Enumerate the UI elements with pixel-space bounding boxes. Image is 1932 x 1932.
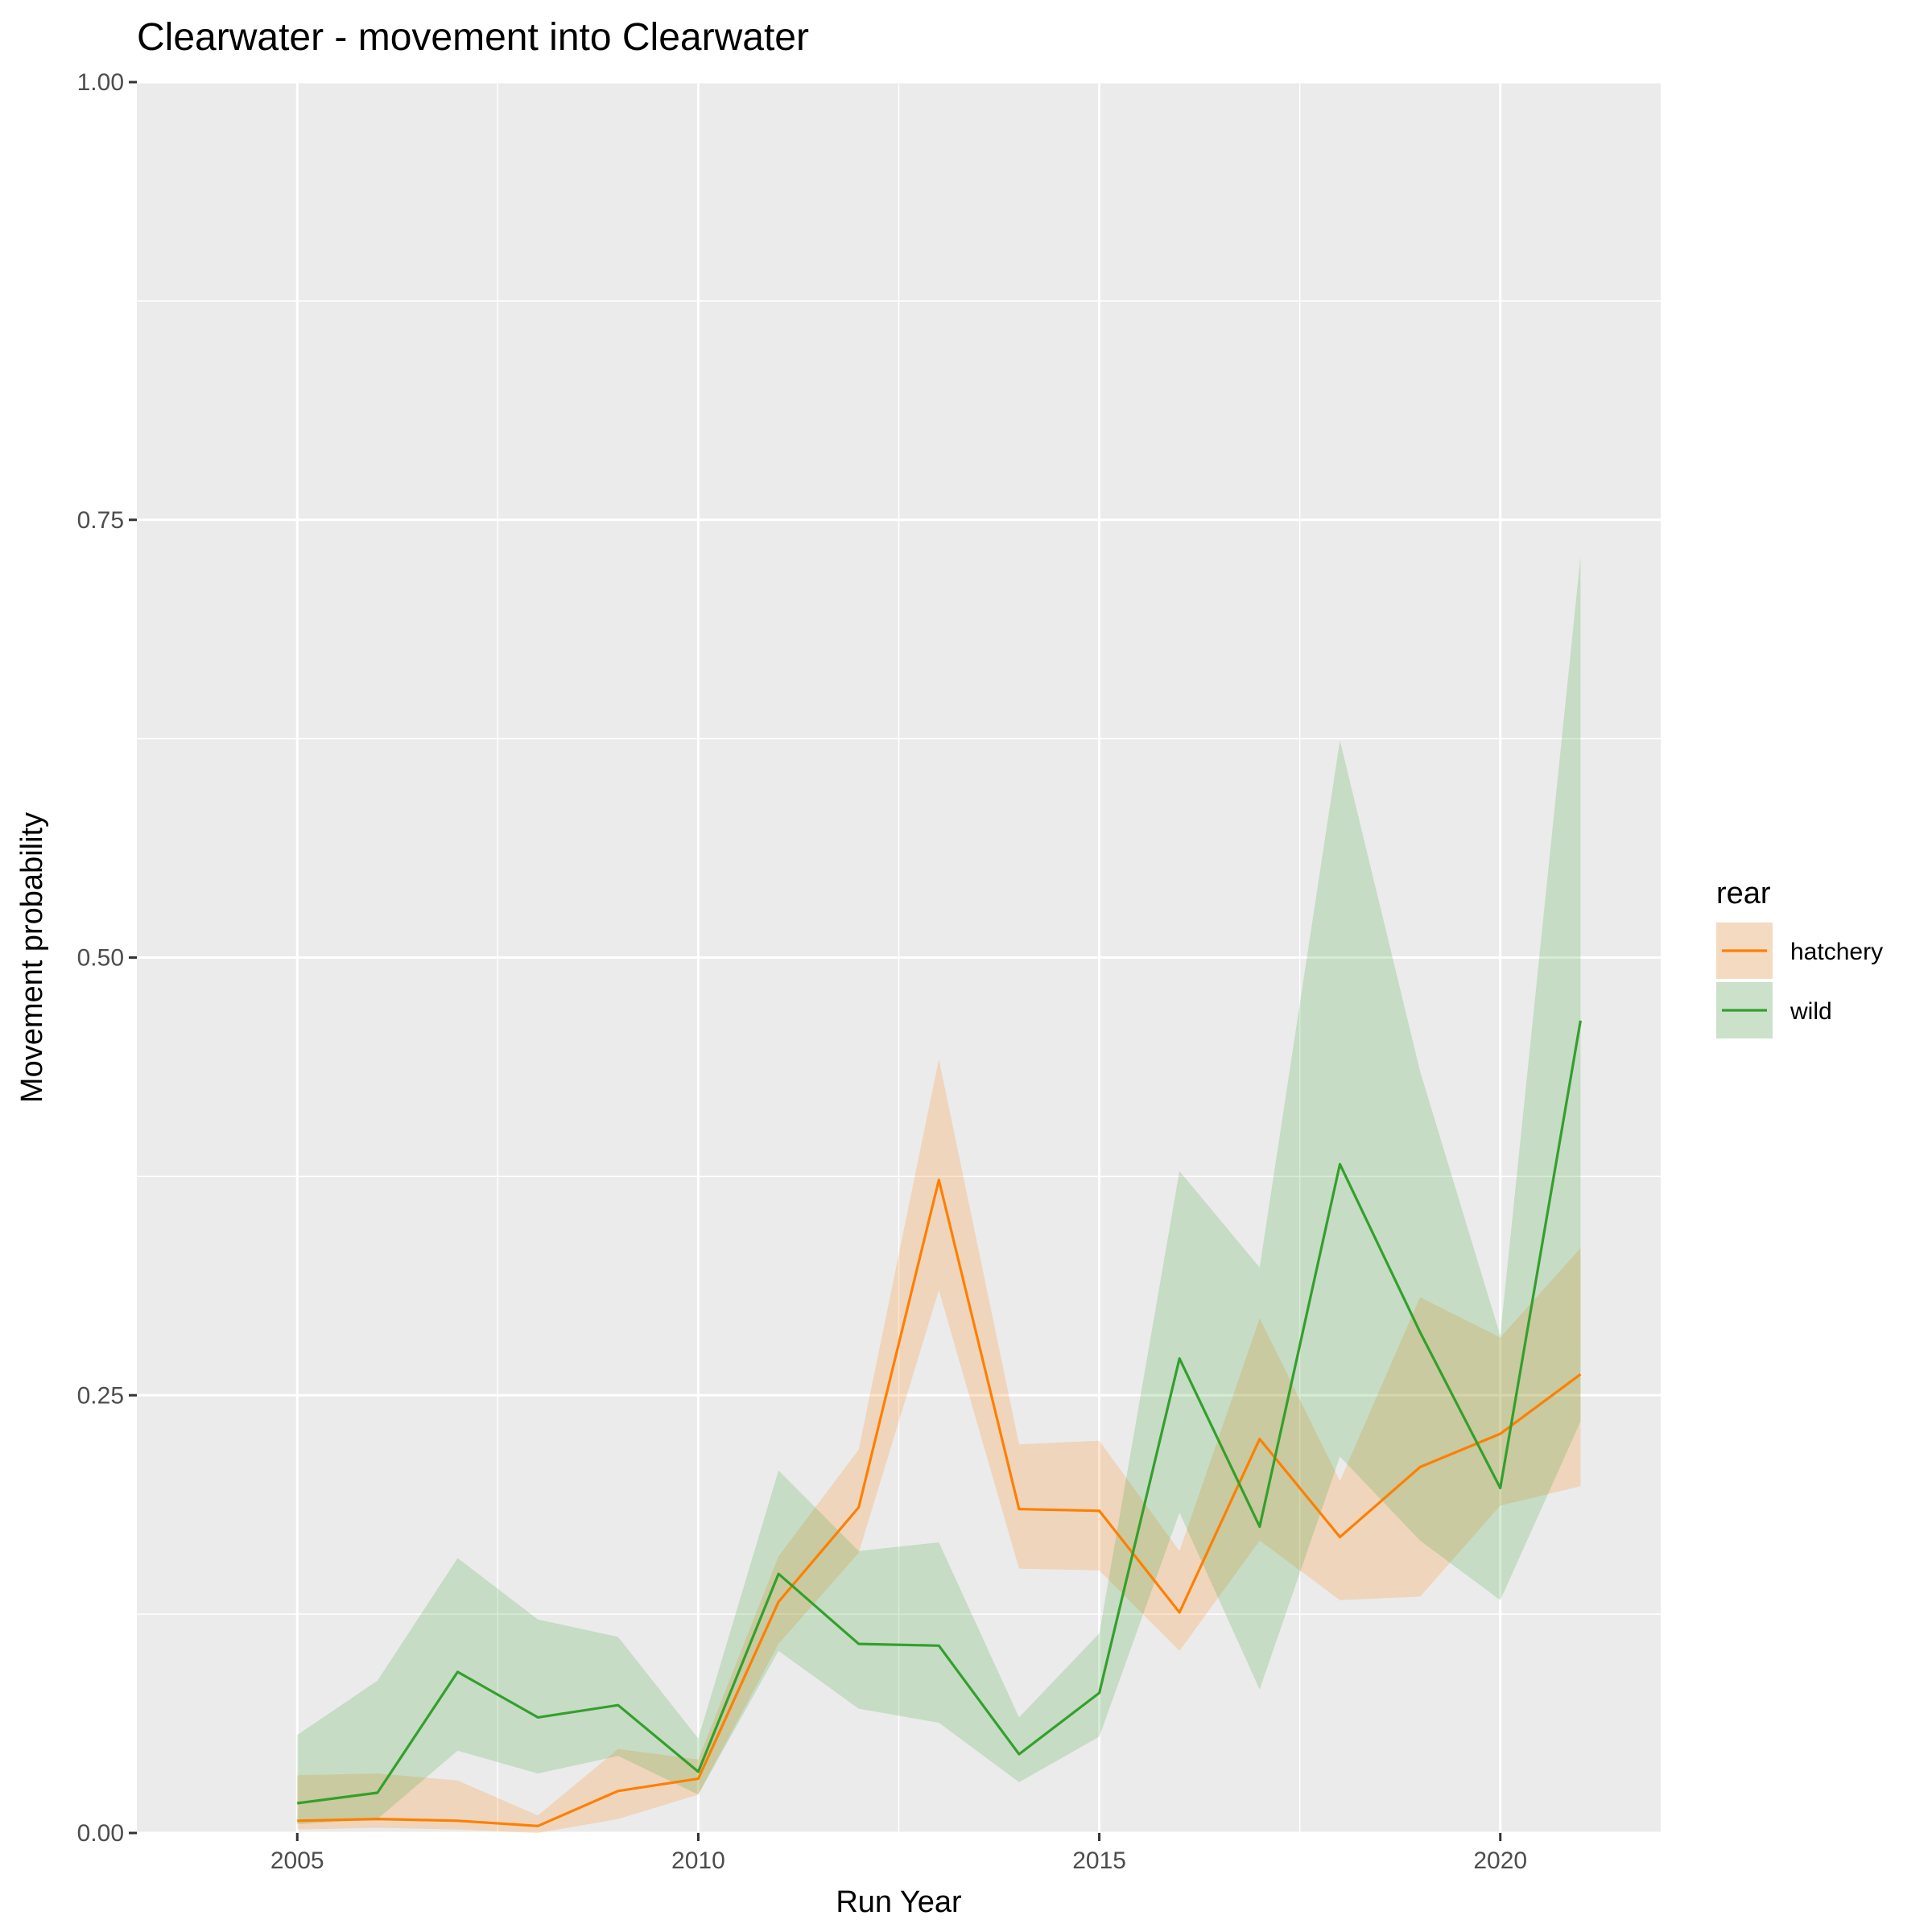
grid-major (137, 80, 1661, 1835)
line-hatchery (297, 1179, 1582, 1827)
legend-title: rear (1716, 877, 1771, 910)
chart-title: Clearwater - movement into Clearwater (137, 16, 809, 59)
x-axis-title: Run Year (836, 1885, 962, 1919)
y-tick-label: 0.00 (77, 1820, 124, 1847)
tick-labels: 2005 2010 2015 2020 0.00 0.25 0.50 0.75 1.00 (77, 69, 1528, 1874)
legend-label-hatchery: hatchery (1790, 939, 1883, 965)
ribbon-wild (297, 556, 1581, 1825)
y-tick-label: 0.50 (77, 945, 124, 972)
x-tick-label: 2010 (671, 1847, 725, 1874)
legend: rear hatchery wild (1716, 877, 1883, 1038)
ribbon-hatchery (297, 1059, 1581, 1833)
x-tick-label: 2015 (1072, 1847, 1126, 1874)
legend-label-wild: wild (1790, 998, 1832, 1025)
y-tick-label: 0.25 (77, 1382, 124, 1409)
y-axis-title: Movement probability (15, 812, 49, 1103)
confidence-ribbons (297, 556, 1581, 1833)
x-tick-label: 2020 (1473, 1847, 1527, 1874)
y-tick-label: 1.00 (77, 69, 124, 96)
y-tick-label: 0.75 (77, 507, 124, 534)
x-tick-label: 2005 (270, 1847, 324, 1874)
axis-ticks (129, 80, 1502, 1841)
series-lines (297, 1020, 1582, 1827)
line-wild (297, 1020, 1582, 1805)
